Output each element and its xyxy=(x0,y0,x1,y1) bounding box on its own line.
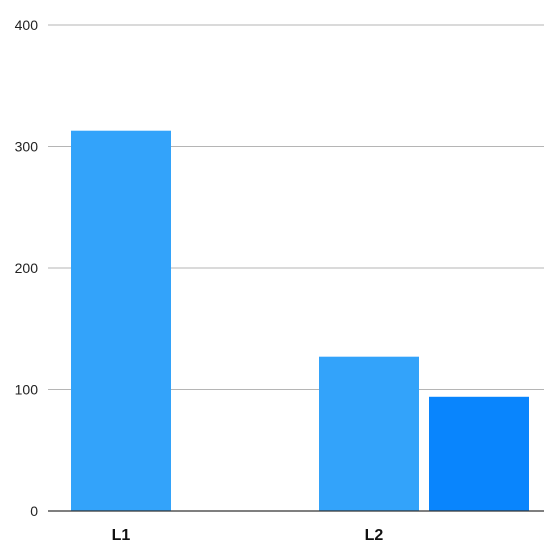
bar-l1-series-1 xyxy=(71,130,171,511)
bar-l2-series-2 xyxy=(429,396,529,511)
x-axis-categories: L1 L2 xyxy=(112,527,384,544)
bar-l2-series-1 xyxy=(319,356,419,511)
y-tick-label: 100 xyxy=(15,382,39,398)
y-tick-label: 400 xyxy=(15,17,39,33)
y-tick-label: 200 xyxy=(15,260,39,276)
x-category-label: L1 xyxy=(112,527,131,544)
bars xyxy=(71,130,529,511)
y-tick-label: 300 xyxy=(15,139,39,155)
y-tick-label: 0 xyxy=(30,503,38,519)
x-category-label: L2 xyxy=(365,527,384,544)
y-axis-ticks: 0 100 200 300 400 xyxy=(15,17,39,519)
